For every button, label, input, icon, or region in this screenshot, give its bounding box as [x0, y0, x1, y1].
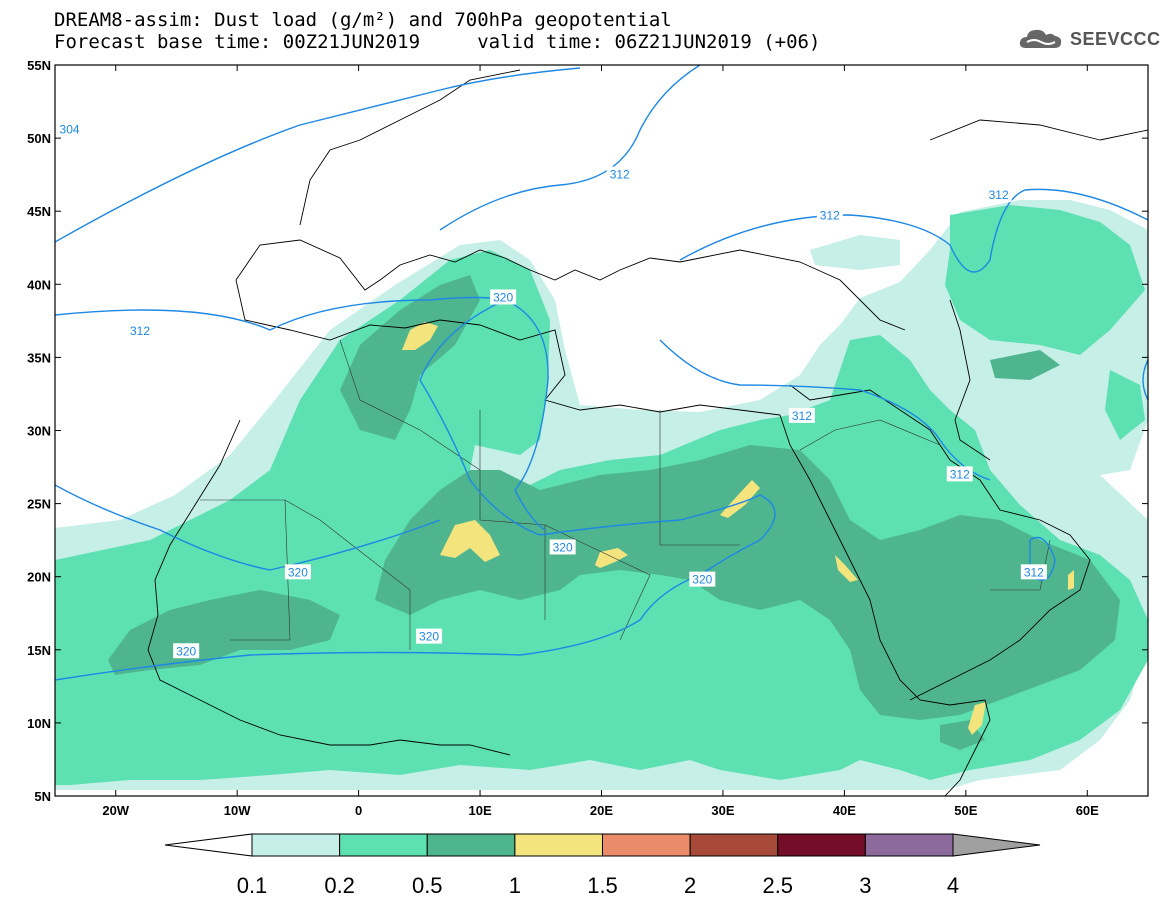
contour-label-bg	[284, 564, 311, 580]
contour-label-bg	[56, 121, 83, 137]
lat-tick-label: 15N	[27, 643, 51, 658]
contour-label-bg	[689, 571, 716, 587]
contour-label-text: 320	[419, 630, 439, 644]
lon-tick-label: 60E	[1076, 803, 1099, 818]
contour-label-text: 320	[176, 644, 196, 658]
logo-text: SEEVCCC	[1070, 28, 1161, 49]
colorbar-cell	[864, 833, 954, 857]
contour-label-bg	[816, 207, 843, 223]
colorbar-cell	[251, 833, 341, 857]
contour-label-bg	[127, 323, 154, 339]
map-area: 304 312 312 312 312 320 312 312 320 312 320 320 320 3…	[55, 65, 1148, 796]
lat-tick-label: 50N	[27, 131, 51, 146]
colorbar-cell	[777, 833, 866, 857]
colorbar-label: 2	[684, 873, 696, 898]
colorbar-cell	[339, 833, 428, 857]
contour-label: 312	[1020, 564, 1047, 580]
colorbar-cell	[602, 833, 691, 857]
lon-tick-label: 0	[355, 803, 362, 818]
contour-label: 312	[127, 323, 154, 339]
lon-tick-label: 20E	[590, 803, 613, 818]
lon-tick-label: 40E	[833, 803, 856, 818]
lat-tick-label: 55N	[27, 58, 51, 73]
colorbar-label: 3	[859, 873, 871, 898]
lat-tick-label: 5N	[34, 789, 51, 804]
contour-label: 312	[946, 466, 973, 482]
contour-label-bg	[490, 289, 517, 305]
contour-label-text: 320	[692, 573, 712, 587]
contour-label-text: 312	[792, 409, 812, 423]
contour-label-text: 312	[610, 168, 630, 182]
lat-tick-label: 30N	[27, 424, 51, 439]
lon-tick-label: 10W	[224, 803, 251, 818]
country-borders	[200, 339, 1051, 650]
colorbar-cell	[514, 833, 603, 857]
lat-tick-label: 25N	[27, 497, 51, 512]
contour-label-text: 320	[493, 290, 513, 304]
contour-label-bg	[606, 166, 633, 182]
dust-shading-peak	[402, 322, 1074, 735]
colorbar-label: 0.2	[324, 873, 355, 898]
contour-label: 320	[490, 289, 517, 305]
contour-label: 312	[606, 166, 633, 182]
contour-label-text: 320	[553, 540, 573, 554]
chart-subtitle: Forecast base time: 00Z21JUN2019 valid t…	[54, 31, 821, 53]
contour-label: 312	[788, 407, 815, 423]
colorbar-label: 2.5	[762, 873, 793, 898]
contour-label: 320	[549, 539, 576, 555]
coastlines	[147, 69, 1148, 796]
colorbar-label: 1	[509, 873, 521, 898]
lon-tick-label: 30E	[711, 803, 734, 818]
contour-label-text: 304	[60, 122, 80, 136]
colorbar-cell	[426, 833, 516, 857]
colorbar-label: 4	[947, 873, 959, 898]
seevccc-logo: SEEVCCC	[1018, 26, 1161, 52]
contour-label: 320	[689, 571, 716, 587]
lat-tick-label: 40N	[27, 277, 51, 292]
contour-label-text: 312	[130, 324, 150, 338]
colorbar-label: 0.5	[412, 873, 443, 898]
lat-tick-label: 35N	[27, 350, 51, 365]
geopotential-contours	[55, 65, 1148, 681]
contour-label-text: 312	[950, 467, 970, 481]
contour-labels: 304 312 312 312 312 320 312 312 320 312 320 320 320 3…	[56, 121, 1047, 659]
contour-label: 320	[416, 628, 443, 644]
lon-tick-label: 20W	[102, 803, 129, 818]
contour-label-bg	[549, 539, 576, 555]
chart-title: DREAM8-assim: Dust load (g/m²) and 700hP…	[54, 9, 672, 31]
lat-tick-label: 20N	[27, 570, 51, 585]
contour-label: 312	[816, 207, 843, 223]
contour-label-bg	[416, 628, 443, 644]
contour-label: 320	[284, 564, 311, 580]
colorbar-label: 0.1	[237, 873, 268, 898]
contour-label: 320	[173, 643, 200, 659]
lat-tick-label: 45N	[27, 204, 51, 219]
colorbar-cell	[952, 833, 1041, 857]
contour-label: 312	[985, 187, 1012, 203]
contour-label-bg	[788, 407, 815, 423]
colorbar: 0.1 0.2 0.5 1 1.5 2 2.5 3 4	[164, 833, 1041, 898]
contour-label-bg	[946, 466, 973, 482]
colorbar-cell	[689, 833, 779, 857]
cloud-icon	[1019, 29, 1062, 48]
colorbar-cell	[164, 833, 253, 857]
contour-label-text: 312	[820, 209, 840, 223]
lon-tick-label: 10E	[468, 803, 491, 818]
axis-ticks: 55N 50N 45N 40N 35N 30N 25N 20N 15N 10N 5N 20W 10W 0 1…	[27, 58, 1148, 818]
lat-tick-label: 10N	[27, 716, 51, 731]
dust-shading-high	[108, 275, 1120, 750]
lon-tick-label: 50E	[954, 803, 977, 818]
contour-label-text: 320	[288, 565, 308, 579]
contour-label-bg	[985, 187, 1012, 203]
contour-label: 304	[56, 121, 83, 137]
contour-label-bg	[173, 643, 200, 659]
contour-label-text: 312	[989, 188, 1009, 202]
contour-label-text: 312	[1024, 565, 1044, 579]
colorbar-label: 1.5	[587, 873, 618, 898]
contour-label-bg	[1020, 564, 1047, 580]
